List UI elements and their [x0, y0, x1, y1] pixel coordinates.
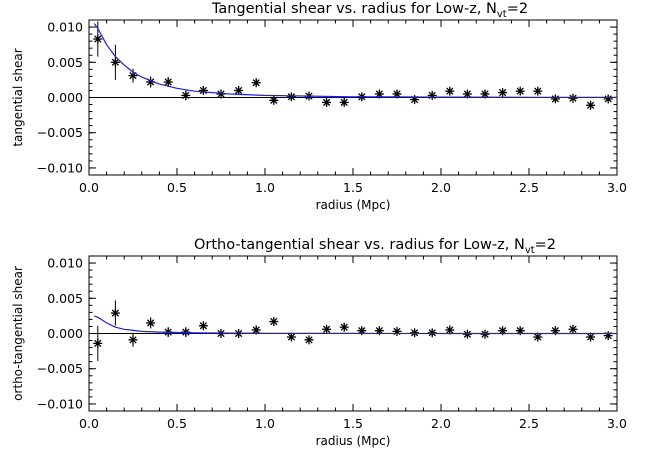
x-tick-label: 1.0 — [255, 180, 275, 195]
data-point — [533, 86, 543, 96]
data-point — [498, 88, 508, 98]
data-point — [163, 77, 173, 87]
axes: 0.0 0.5 1.0 1.5 2.0 2.5 3.0 −0.010 −0.005 0.000 0.… — [37, 19, 627, 195]
data-point — [93, 338, 103, 348]
x-tick-label: 2.5 — [519, 180, 539, 195]
data-point — [339, 97, 349, 107]
x-tick-label: 1.5 — [343, 416, 363, 431]
y-axis-label: ortho-tangential shear — [11, 266, 25, 401]
model-curve — [93, 23, 618, 99]
data-point — [322, 97, 332, 107]
chart-title-main: Tangential shear vs. radius for Low-z, N — [211, 1, 497, 17]
x-tick-label: 0.5 — [167, 416, 187, 431]
x-tick-label: 2.0 — [431, 180, 451, 195]
data-point — [550, 94, 560, 104]
x-tick-label: 3.0 — [607, 180, 627, 195]
panel-ortho-tangential: Ortho-tangential shear vs. radius for Lo… — [11, 237, 627, 448]
y-tick-label: −0.005 — [37, 361, 83, 376]
data-point — [269, 95, 279, 105]
data-point — [198, 321, 208, 331]
x-tick-label: 2.0 — [431, 416, 451, 431]
data-point — [146, 318, 156, 328]
data-point — [110, 57, 120, 67]
data-point — [234, 85, 244, 95]
data-point — [568, 324, 578, 334]
x-tick-label: 0.0 — [79, 180, 99, 195]
y-axis-label: tangential shear — [11, 48, 25, 146]
y-tick-label: 0.010 — [47, 20, 83, 35]
data-point — [374, 326, 384, 336]
data-point — [392, 326, 402, 336]
data-point — [515, 86, 525, 96]
data-point — [603, 94, 613, 104]
data-point — [568, 93, 578, 103]
data-point — [322, 324, 332, 334]
x-tick-label: 2.5 — [519, 416, 539, 431]
data-point — [110, 308, 120, 318]
data-point — [128, 335, 138, 345]
x-tick-label: 1.0 — [255, 416, 275, 431]
chart-title: Ortho-tangential shear vs. radius for Lo… — [194, 237, 556, 256]
data-point — [339, 322, 349, 332]
series-layer — [93, 21, 618, 110]
y-tick-label: −0.010 — [37, 160, 83, 175]
series-layer — [93, 300, 617, 361]
y-tick-label: 0.000 — [47, 90, 83, 105]
y-tick-label: −0.010 — [37, 396, 83, 411]
data-point — [586, 332, 596, 342]
y-tick-label: −0.005 — [37, 125, 83, 140]
data-point — [198, 85, 208, 95]
data-point — [603, 331, 613, 341]
chart-title: Tangential shear vs. radius for Low-z, N… — [211, 1, 528, 20]
y-tick-label: 0.005 — [47, 55, 83, 70]
axes: 0.0 0.5 1.0 1.5 2.0 2.5 3.0 −0.010 −0.005 0.000 0.… — [37, 255, 627, 431]
chart-title-main: Ortho-tangential shear vs. radius for Lo… — [194, 237, 525, 253]
data-point — [586, 100, 596, 110]
data-point — [286, 92, 296, 102]
chart-title-sub: vt — [497, 9, 507, 20]
data-point — [445, 86, 455, 96]
panel-tangential: Tangential shear vs. radius for Low-z, N… — [11, 1, 627, 212]
x-tick-label: 0.5 — [167, 180, 187, 195]
data-point — [251, 78, 261, 88]
x-axis-label: radius (Mpc) — [316, 198, 391, 212]
chart-title-tail: =2 — [535, 237, 556, 253]
data-point — [427, 328, 437, 338]
chart-title-tail: =2 — [507, 1, 528, 17]
x-tick-label: 1.5 — [343, 180, 363, 195]
data-point — [533, 332, 543, 342]
data-point — [410, 328, 420, 338]
x-axis-label: radius (Mpc) — [316, 434, 391, 448]
data-point — [304, 335, 314, 345]
data-point — [286, 332, 296, 342]
y-tick-label: 0.010 — [47, 256, 83, 271]
data-point — [480, 89, 490, 99]
x-tick-label: 0.0 — [79, 416, 99, 431]
y-tick-label: 0.005 — [47, 291, 83, 306]
data-point — [480, 329, 490, 339]
data-point — [427, 90, 437, 100]
data-point — [269, 317, 279, 327]
x-tick-label: 3.0 — [607, 416, 627, 431]
y-tick-label: 0.000 — [47, 326, 83, 341]
chart-title-sub: vt — [525, 245, 535, 256]
model-curve — [94, 315, 617, 335]
data-point — [181, 90, 191, 100]
data-point — [462, 329, 472, 339]
data-point — [93, 34, 103, 44]
